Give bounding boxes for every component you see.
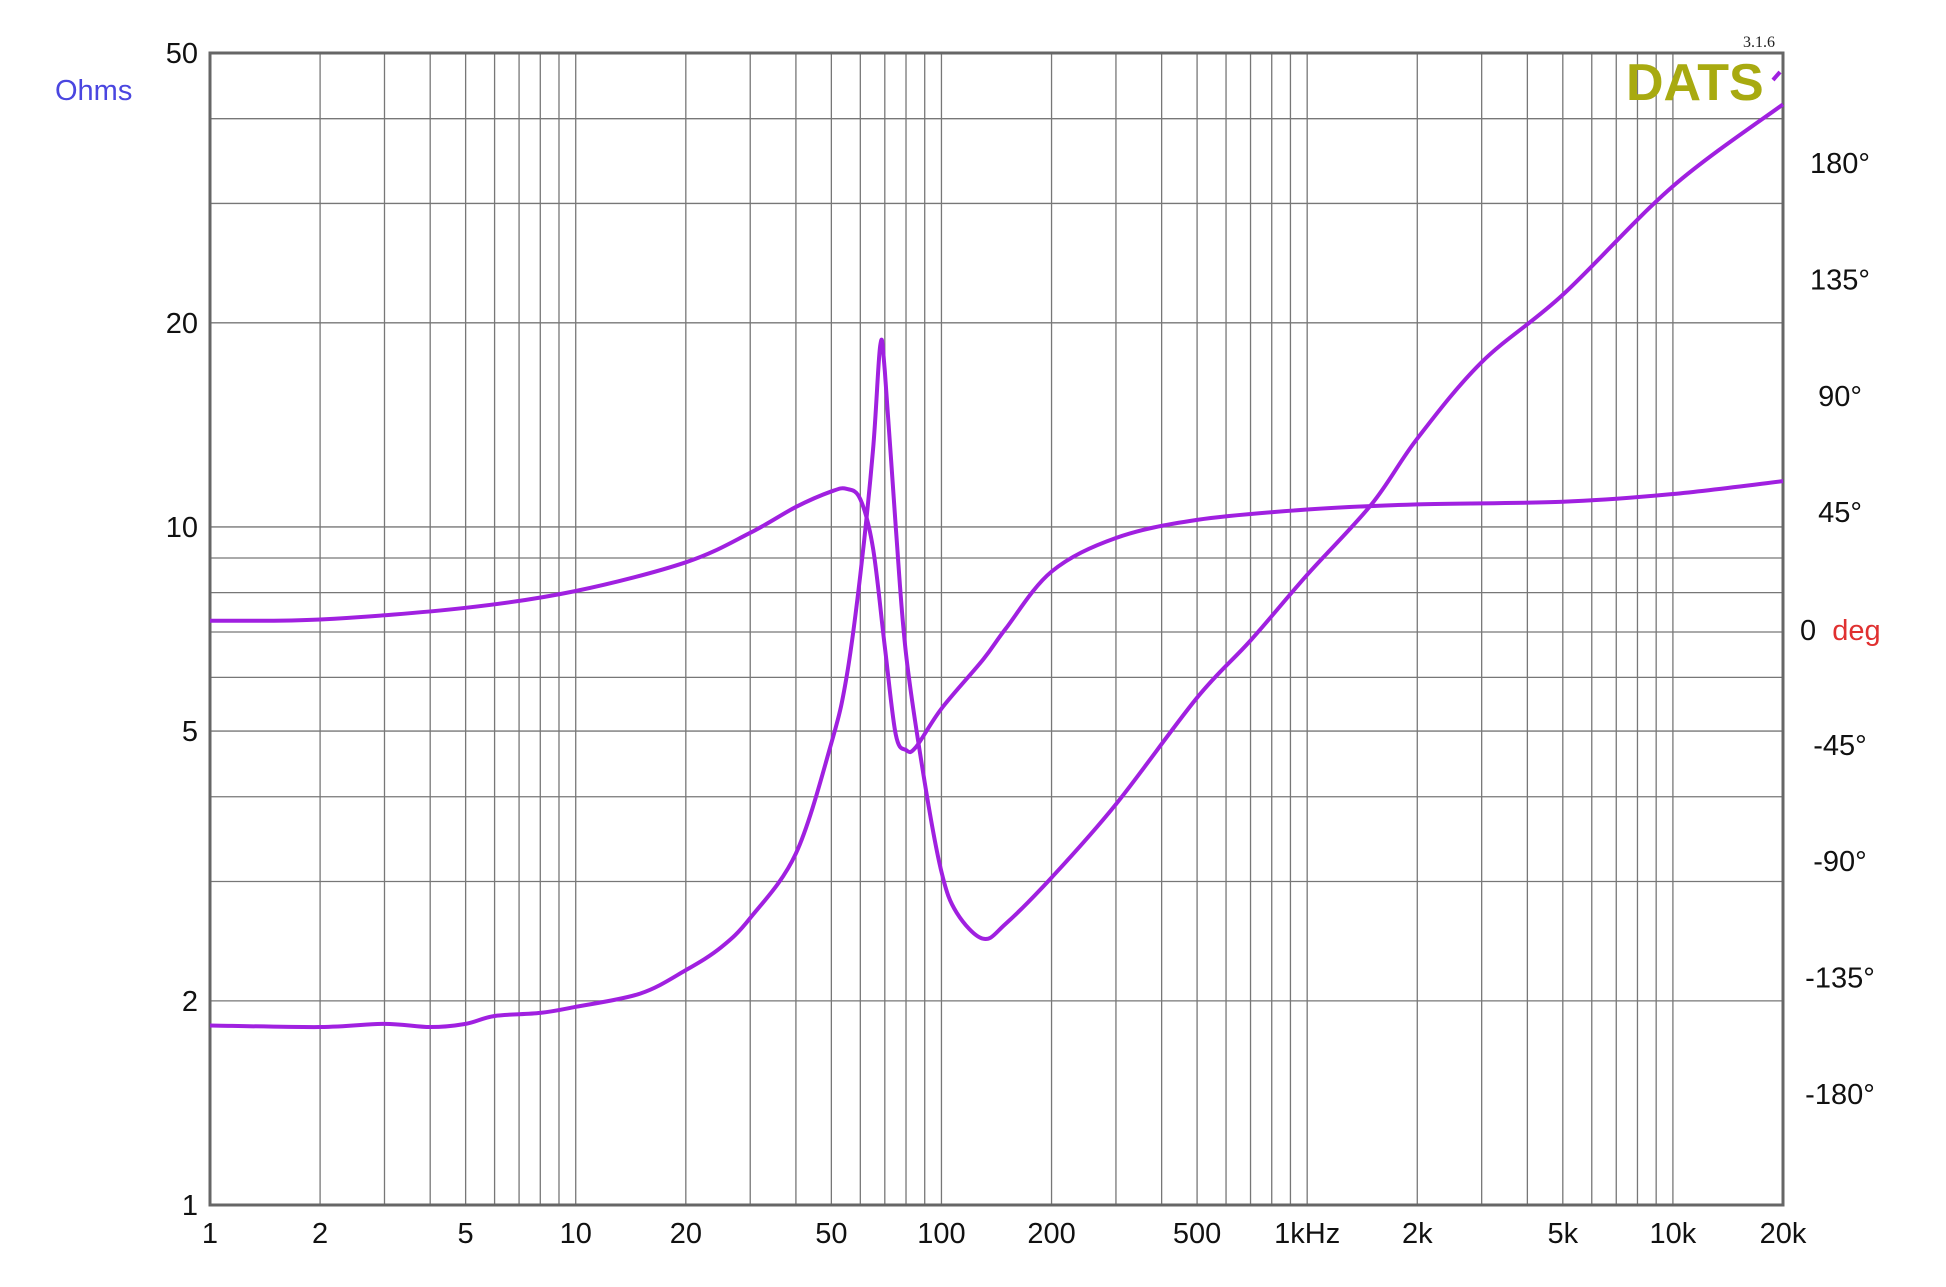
y-right-tick-label: 135°	[1810, 264, 1870, 296]
y-right-tick-label: 90°	[1818, 381, 1862, 413]
x-tick-label: 2	[312, 1218, 328, 1250]
x-tick-label: 500	[1173, 1218, 1221, 1250]
y-left-tick-label: 20	[166, 308, 198, 340]
x-tick-label: 200	[1027, 1218, 1075, 1250]
y-left-axis-label: Ohms	[55, 75, 132, 107]
dats-logo: DATS	[1626, 54, 1764, 112]
plot-frame	[208, 51, 1785, 1207]
y-right-tick-label: 45°	[1818, 497, 1862, 529]
y-left-tick-label: 2	[182, 986, 198, 1018]
x-tick-label: 10	[560, 1218, 592, 1250]
x-tick-label: 100	[917, 1218, 965, 1250]
x-tick-label: 1kHz	[1274, 1218, 1340, 1250]
y-left-tick-label: 50	[166, 38, 198, 70]
x-tick-label: 2k	[1402, 1218, 1433, 1250]
impedance-line	[209, 102, 1785, 1030]
x-tick-label: 20k	[1760, 1218, 1807, 1250]
y-right-tick-label: -45°	[1813, 730, 1867, 762]
x-tick-label: 10k	[1650, 1218, 1697, 1250]
y-left-tick-label: 1	[182, 1190, 198, 1222]
wrapped-line-segment	[1771, 70, 1782, 82]
x-tick-label: 5	[458, 1218, 474, 1250]
series-layer	[209, 70, 1785, 1030]
x-tick-label: 20	[670, 1218, 702, 1250]
deg-unit: deg	[1832, 615, 1880, 647]
y-right-tick-label: -135°	[1805, 963, 1875, 995]
x-tick-label: 1	[202, 1218, 218, 1250]
y-right-tick-label: -180°	[1805, 1079, 1875, 1111]
x-tick-label: 50	[815, 1218, 847, 1250]
y-left-tick-label: 5	[182, 716, 198, 748]
labels-layer: 1 2 5 10 20 50 100 200 500 1kHz 2k 5k 10k 20k50201052…	[166, 38, 1875, 1250]
y-right-tick-label: 180°	[1810, 148, 1870, 180]
y-left-tick-label: 10	[166, 512, 198, 544]
zero-value: 0	[1800, 615, 1816, 647]
x-tick-label: 5k	[1547, 1218, 1578, 1250]
version-label: 3.1.6	[1743, 34, 1775, 51]
phase-line	[209, 479, 1784, 755]
y-right-tick-label: -90°	[1813, 846, 1867, 878]
grid	[210, 53, 1783, 1205]
y-right-zero-label: 0 deg	[1800, 615, 1881, 647]
